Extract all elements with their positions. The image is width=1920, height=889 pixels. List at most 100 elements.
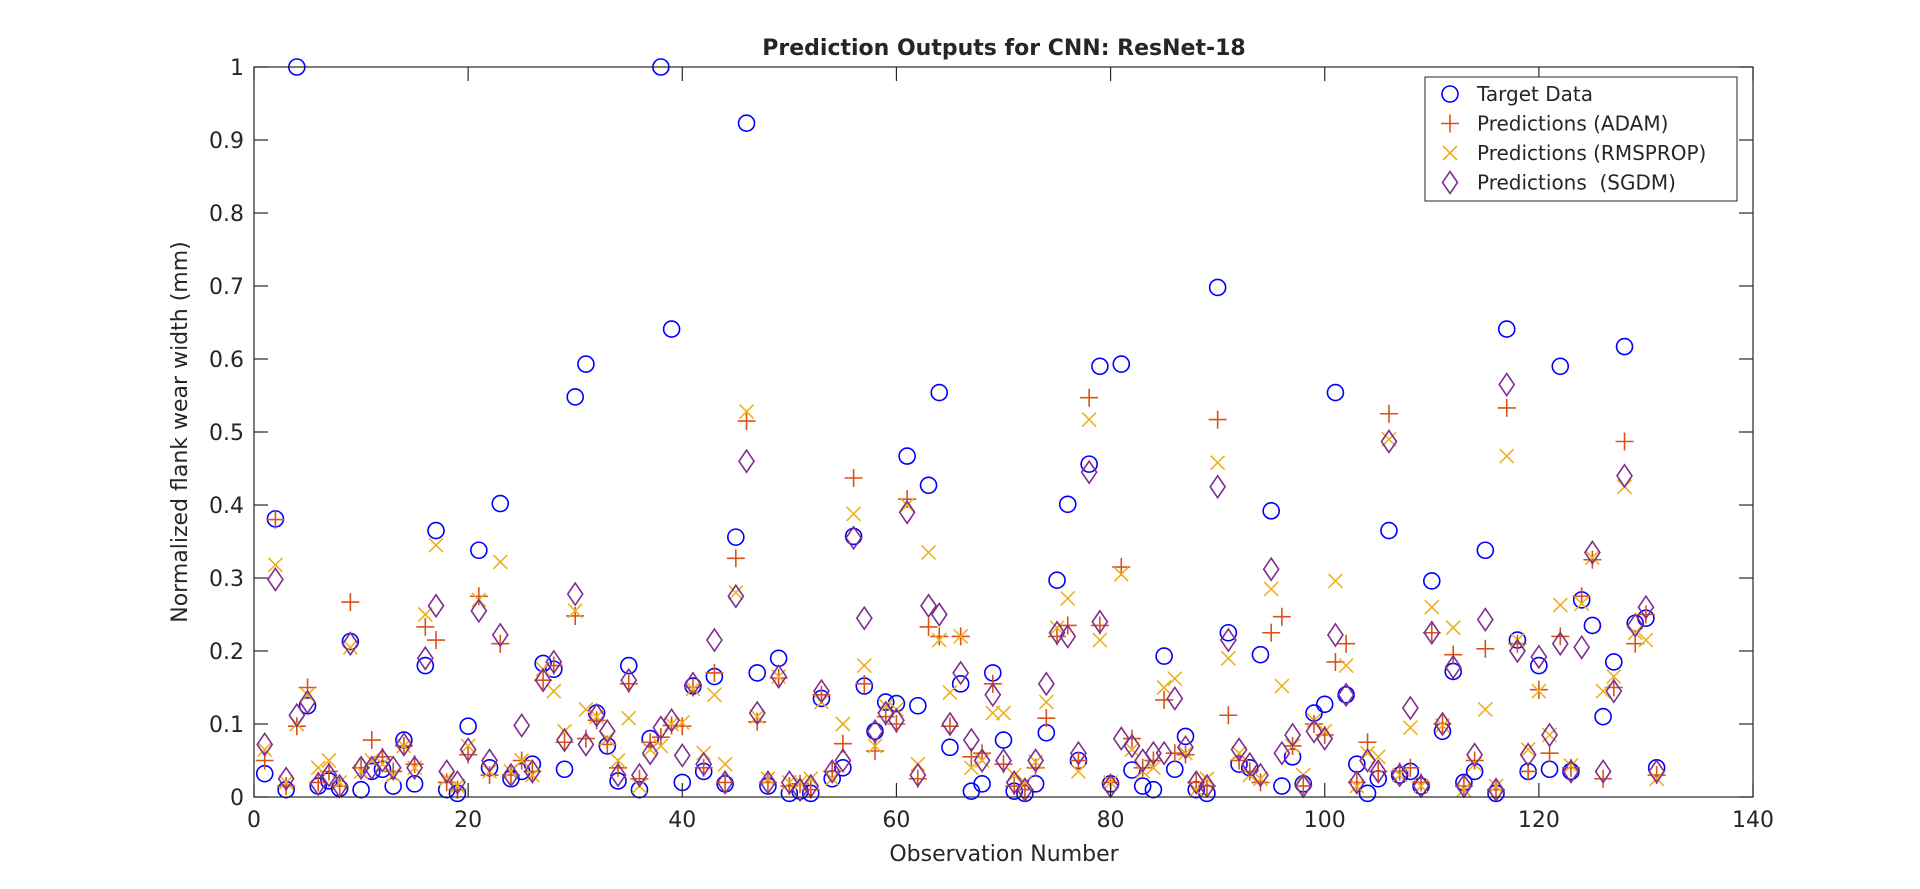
data-point-circle <box>566 388 585 406</box>
legend-label: Predictions (ADAM) <box>1477 112 1668 136</box>
data-point-plus <box>1069 751 1088 770</box>
data-point-diamond <box>834 748 852 773</box>
data-point-diamond <box>1155 740 1173 766</box>
data-point-plus <box>1422 623 1441 642</box>
data-point-plus <box>1294 777 1313 796</box>
data-point-circle <box>994 731 1013 749</box>
data-point-circle <box>1123 761 1141 779</box>
data-point-diamond <box>309 771 327 797</box>
data-point-diamond <box>491 622 509 648</box>
data-point-diamond <box>909 762 927 788</box>
data-point-diamond <box>1551 631 1569 657</box>
y-tick-label: 0.6 <box>209 348 244 373</box>
data-point-x <box>738 403 755 420</box>
data-point-diamond <box>1316 726 1334 752</box>
data-point-x <box>567 603 583 619</box>
data-point-diamond <box>1380 429 1398 454</box>
data-point-circle <box>909 696 927 715</box>
data-point-diamond <box>1616 463 1633 489</box>
data-point-diamond <box>1594 759 1612 784</box>
legend-box <box>1424 76 1738 202</box>
data-point-x <box>803 771 819 787</box>
data-point-x <box>449 778 466 794</box>
data-point-plus <box>673 717 692 736</box>
data-point-diamond <box>673 742 691 768</box>
data-point-circle <box>1144 780 1163 799</box>
data-point-x <box>1606 668 1622 685</box>
data-point-x <box>899 497 915 513</box>
data-point-x <box>1231 745 1247 761</box>
data-point-x <box>706 687 722 703</box>
data-point-diamond <box>341 631 359 657</box>
data-point-circle <box>1358 784 1377 803</box>
data-point-plus <box>1551 627 1570 646</box>
y-tick-label: 0.9 <box>209 129 244 154</box>
data-point-x <box>867 738 883 754</box>
data-point-circle <box>1315 695 1334 714</box>
data-point-x <box>1424 599 1440 615</box>
data-point-circle <box>1594 707 1612 726</box>
data-point-plus <box>1219 706 1238 725</box>
data-point-diamond <box>1508 638 1526 664</box>
data-point-diamond <box>705 627 723 653</box>
data-point-diamond <box>481 748 499 773</box>
data-point-circle <box>1476 541 1495 560</box>
data-point-plus <box>1155 690 1174 709</box>
data-point-diamond <box>1605 678 1623 704</box>
data-point-plus <box>973 744 992 763</box>
data-point-circle <box>1551 357 1570 376</box>
data-point-circle <box>1583 616 1602 635</box>
data-point-circle <box>919 476 938 495</box>
data-point-plus <box>930 627 949 646</box>
data-point-plus <box>1144 751 1163 770</box>
data-point-diamond <box>256 732 274 757</box>
legend-marker-plus <box>1441 114 1459 133</box>
data-point-x <box>835 716 851 732</box>
y-tick-label: 0.2 <box>209 640 244 665</box>
data-point-plus <box>298 678 317 697</box>
data-point-plus <box>1037 709 1056 728</box>
data-point-x <box>257 741 273 758</box>
data-point-x <box>1477 701 1493 717</box>
data-point-circle <box>834 758 852 777</box>
data-point-diamond <box>930 602 948 627</box>
data-point-x <box>1038 694 1054 710</box>
data-point-diamond <box>470 598 488 624</box>
data-point-x <box>1274 678 1290 694</box>
data-point-diamond <box>1434 711 1451 737</box>
data-point-diamond <box>1166 686 1184 711</box>
y-tick-label: 0.7 <box>209 275 244 300</box>
data-point-circle <box>1091 357 1109 376</box>
data-point-diamond <box>374 748 391 773</box>
data-point-diamond <box>1273 740 1291 766</box>
data-point-x <box>878 698 894 714</box>
data-point-diamond <box>1391 762 1409 788</box>
data-point-plus <box>448 780 467 799</box>
data-point-circle <box>1058 495 1077 514</box>
data-point-x <box>749 709 765 725</box>
data-point-diamond <box>1262 556 1280 582</box>
data-point-plus <box>919 617 938 636</box>
data-point-diamond <box>877 700 895 726</box>
data-point-plus <box>651 728 670 747</box>
data-point-x <box>953 628 969 644</box>
data-point-x <box>1574 595 1590 612</box>
data-point-plus <box>480 766 499 785</box>
x-tick-label: 80 <box>1097 808 1125 833</box>
data-point-diamond <box>1209 474 1227 500</box>
data-point-plus <box>726 549 745 568</box>
data-point-circle <box>748 664 767 682</box>
data-point-plus <box>1594 769 1613 788</box>
data-point-diamond <box>320 762 338 788</box>
data-point-x <box>1006 767 1022 783</box>
data-point-diamond <box>588 702 606 728</box>
data-point-diamond <box>791 777 809 803</box>
data-point-diamond <box>1541 722 1559 748</box>
data-point-diamond <box>727 583 745 609</box>
data-point-plus <box>1015 780 1034 799</box>
data-point-diamond <box>288 702 306 728</box>
data-point-circle <box>1176 727 1195 746</box>
data-point-circle <box>1605 653 1623 671</box>
data-point-diamond <box>1348 769 1366 795</box>
data-point-x <box>1338 658 1354 674</box>
